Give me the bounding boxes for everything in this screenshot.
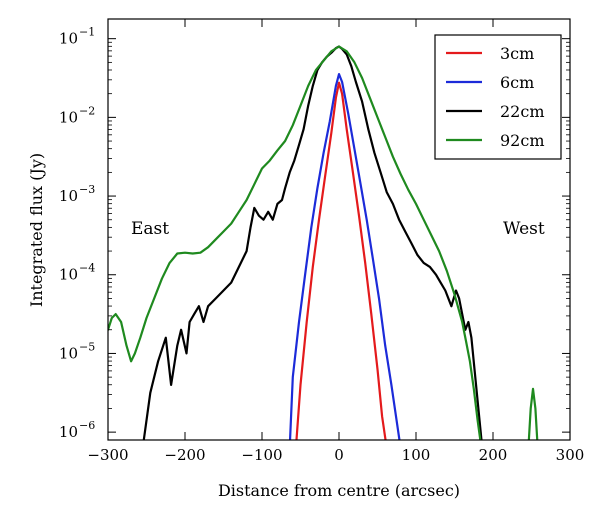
x-tick-label: −100: [241, 446, 282, 464]
x-axis-label: Distance from centre (arcsec): [218, 481, 460, 500]
series-line-3cm: [295, 81, 387, 440]
y-tick-label: 10: [59, 344, 78, 362]
annotation-west: West: [503, 219, 545, 239]
series-line-92cm: [108, 45, 482, 440]
x-tick-label: 100: [402, 446, 431, 464]
annotation-east: East: [131, 219, 169, 239]
y-tick-exponent: −6: [79, 419, 95, 432]
y-tick-label: 10: [59, 108, 78, 126]
y-tick-label: 10: [59, 266, 78, 284]
x-tick-label: −200: [164, 446, 205, 464]
y-tick-exponent: −4: [79, 262, 95, 275]
legend-label-92cm: 92cm: [500, 131, 545, 150]
legend-label-3cm: 3cm: [500, 44, 534, 63]
legend: 3cm 6cm 22cm 92cm: [434, 34, 562, 160]
x-tick-label: 0: [334, 446, 344, 464]
series-line-92cm-tail: [527, 387, 539, 440]
x-tick-label: 200: [479, 446, 508, 464]
x-tick-label: −300: [87, 446, 128, 464]
legend-label-22cm: 22cm: [500, 102, 545, 121]
series-line-6cm: [288, 73, 401, 440]
y-tick-label: 10: [59, 187, 78, 205]
y-axis-label: Integrated flux (Jy): [27, 153, 46, 307]
y-tick-exponent: −5: [79, 340, 95, 353]
y-tick-exponent: −1: [79, 26, 95, 39]
legend-label-6cm: 6cm: [500, 73, 534, 92]
x-tick-label: 300: [556, 446, 585, 464]
y-tick-label: 10: [59, 30, 78, 48]
y-tick-label: 10: [59, 423, 78, 441]
y-tick-exponent: −3: [79, 183, 95, 196]
plot-frame: [107, 18, 571, 441]
y-tick-exponent: −2: [79, 104, 95, 117]
legend-box: [434, 34, 562, 160]
